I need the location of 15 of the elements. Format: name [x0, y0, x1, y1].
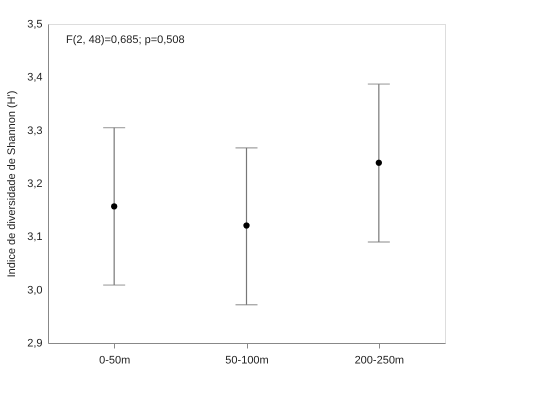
y-axis-title: Indice de diversidade de Shannon (H') [6, 90, 18, 278]
y-tick-label: 2,9 [27, 338, 42, 350]
point [111, 203, 118, 210]
x-tick-label: 200-250m [354, 354, 404, 366]
y-tick-label: 3,5 [27, 18, 42, 30]
y-tick-label: 3,1 [27, 231, 42, 244]
y-tick-label: 3,3 [27, 124, 42, 137]
x-tick-label: 50-100m [225, 354, 269, 366]
x-tick-label: 0-50m [99, 354, 130, 366]
y-tick-label: 3,0 [27, 284, 42, 296]
annotation: F(2, 48)=0,685; p=0,508 [66, 34, 185, 46]
y-tick-label: 3,4 [27, 72, 42, 84]
y-tick-label: 3,2 [27, 178, 42, 190]
point [376, 160, 382, 166]
point [243, 222, 250, 229]
